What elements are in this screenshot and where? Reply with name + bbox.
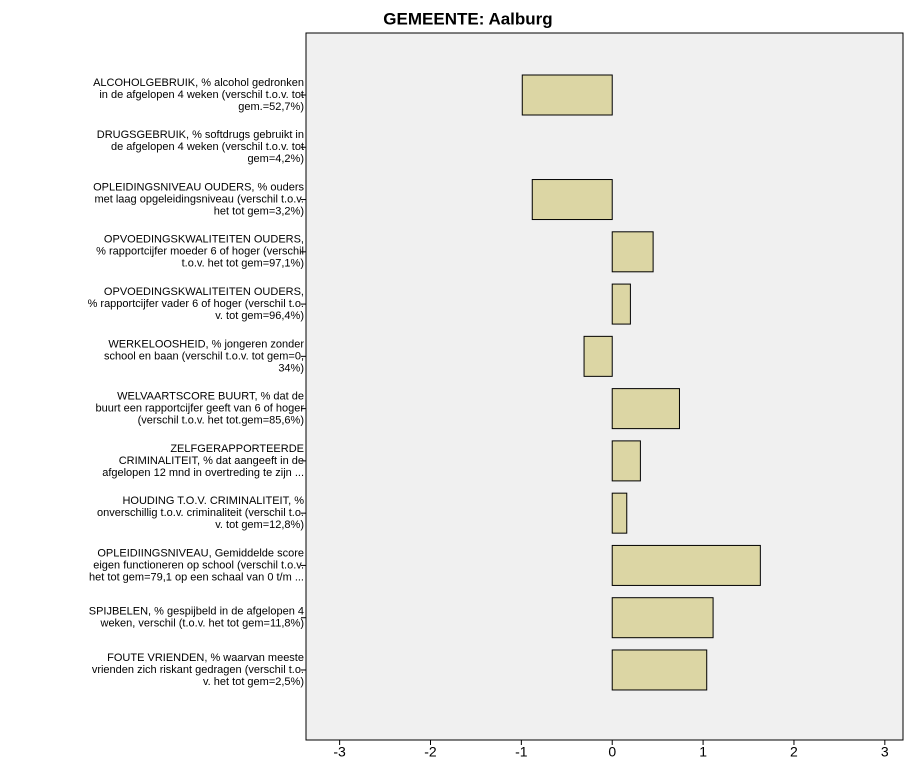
x-tick-label: 0 bbox=[608, 744, 616, 760]
y-tick-label: v. het tot gem=2,5%) bbox=[203, 676, 304, 688]
y-tick-label: school en baan (verschil t.o.v. tot gem=… bbox=[104, 350, 304, 362]
y-tick-label: CRIMINALITEIT, % dat aangeeft in de bbox=[119, 455, 304, 467]
x-tick-label: -3 bbox=[333, 744, 346, 760]
bar bbox=[531, 179, 613, 221]
bar bbox=[611, 231, 654, 273]
bar bbox=[611, 440, 641, 482]
bar bbox=[583, 335, 613, 377]
y-tick-label: WERKELOOSHEID, % jongeren zonder bbox=[108, 338, 304, 350]
x-tick-label: -2 bbox=[424, 744, 437, 760]
y-tick-label: ALCOHOLGEBRUIK, % alcohol gedronken bbox=[93, 77, 304, 89]
x-tick-label: 3 bbox=[881, 744, 889, 760]
y-tick-label: OPLEIDINGSNIVEAU OUDERS, % ouders bbox=[93, 181, 304, 193]
bar bbox=[611, 492, 628, 534]
y-tick-label: HOUDING T.O.V. CRIMINALITEIT, % bbox=[122, 495, 304, 507]
y-tick-label: gem=4,2%) bbox=[247, 153, 304, 165]
y-tick-label: het tot gem=79,1 op een schaal van 0 t/m… bbox=[89, 571, 304, 583]
bar bbox=[611, 283, 631, 325]
bar bbox=[611, 544, 761, 586]
y-tick-label: 34%) bbox=[278, 362, 304, 374]
y-tick-label: v. tot gem=96,4%) bbox=[215, 310, 304, 322]
y-tick-label: (verschil t.o.v. het tot.gem=85,6%) bbox=[138, 415, 304, 427]
y-tick-label: buurt een rapportcijfer geeft van 6 of h… bbox=[95, 403, 304, 415]
y-tick-label: onverschillig t.o.v. criminaliteit (vers… bbox=[97, 507, 304, 519]
bar bbox=[611, 597, 714, 639]
bar bbox=[521, 74, 613, 116]
y-tick-label: eigen functioneren op school (verschil t… bbox=[93, 559, 304, 571]
x-tick-label: 1 bbox=[699, 744, 707, 760]
plot-area bbox=[305, 32, 904, 741]
y-tick-label: met laag opgeleidingsniveau (verschil t.… bbox=[94, 193, 304, 205]
bar bbox=[611, 388, 680, 430]
y-tick-label: DRUGSGEBRUIK, % softdrugs gebruikt in bbox=[97, 129, 304, 141]
y-tick-label: % rapportcijfer moeder 6 of hoger (versc… bbox=[96, 246, 304, 258]
y-tick-label: de afgelopen 4 weken (verschil t.o.v. to… bbox=[111, 141, 304, 153]
y-tick-label: ZELFGERAPPORTEERDE bbox=[170, 443, 304, 455]
bar bbox=[611, 649, 708, 691]
y-tick-label: in de afgelopen 4 weken (verschil t.o.v.… bbox=[99, 89, 304, 101]
y-tick-label: v. tot gem=12,8%) bbox=[215, 519, 304, 531]
y-tick-label: SPIJBELEN, % gespijbeld in de afgelopen … bbox=[89, 606, 304, 618]
x-tick-label: 2 bbox=[790, 744, 798, 760]
y-tick-label: % rapportcijfer vader 6 of hoger (versch… bbox=[88, 298, 304, 310]
y-tick-label: weken, verschil (t.o.v. het tot gem=11,8… bbox=[100, 618, 305, 630]
x-tick-label: -1 bbox=[515, 744, 528, 760]
y-tick-label: OPVOEDINGSKWALITEITEN OUDERS, bbox=[104, 234, 304, 246]
y-tick-label: gem.=52,7%) bbox=[238, 101, 304, 113]
chart-title: GEMEENTE: Aalburg bbox=[383, 9, 552, 28]
y-tick-label: OPVOEDINGSKWALITEITEN OUDERS, bbox=[104, 286, 304, 298]
y-tick-label: het tot gem=3,2%) bbox=[214, 205, 304, 217]
y-tick-label: t.o.v. het tot gem=97,1%) bbox=[182, 258, 304, 270]
y-tick-label: FOUTE VRIENDEN, % waarvan meeste bbox=[107, 652, 304, 664]
y-tick-label: OPLEIDIINGSNIVEAU, Gemiddelde score bbox=[97, 547, 304, 559]
y-tick-label: afgelopen 12 mnd in overtreding te zijn … bbox=[102, 467, 304, 479]
y-tick-label: WELVAARTSCORE BUURT, % dat de bbox=[117, 391, 304, 403]
y-tick-label: vrienden zich riskant gedragen (verschil… bbox=[92, 664, 304, 676]
